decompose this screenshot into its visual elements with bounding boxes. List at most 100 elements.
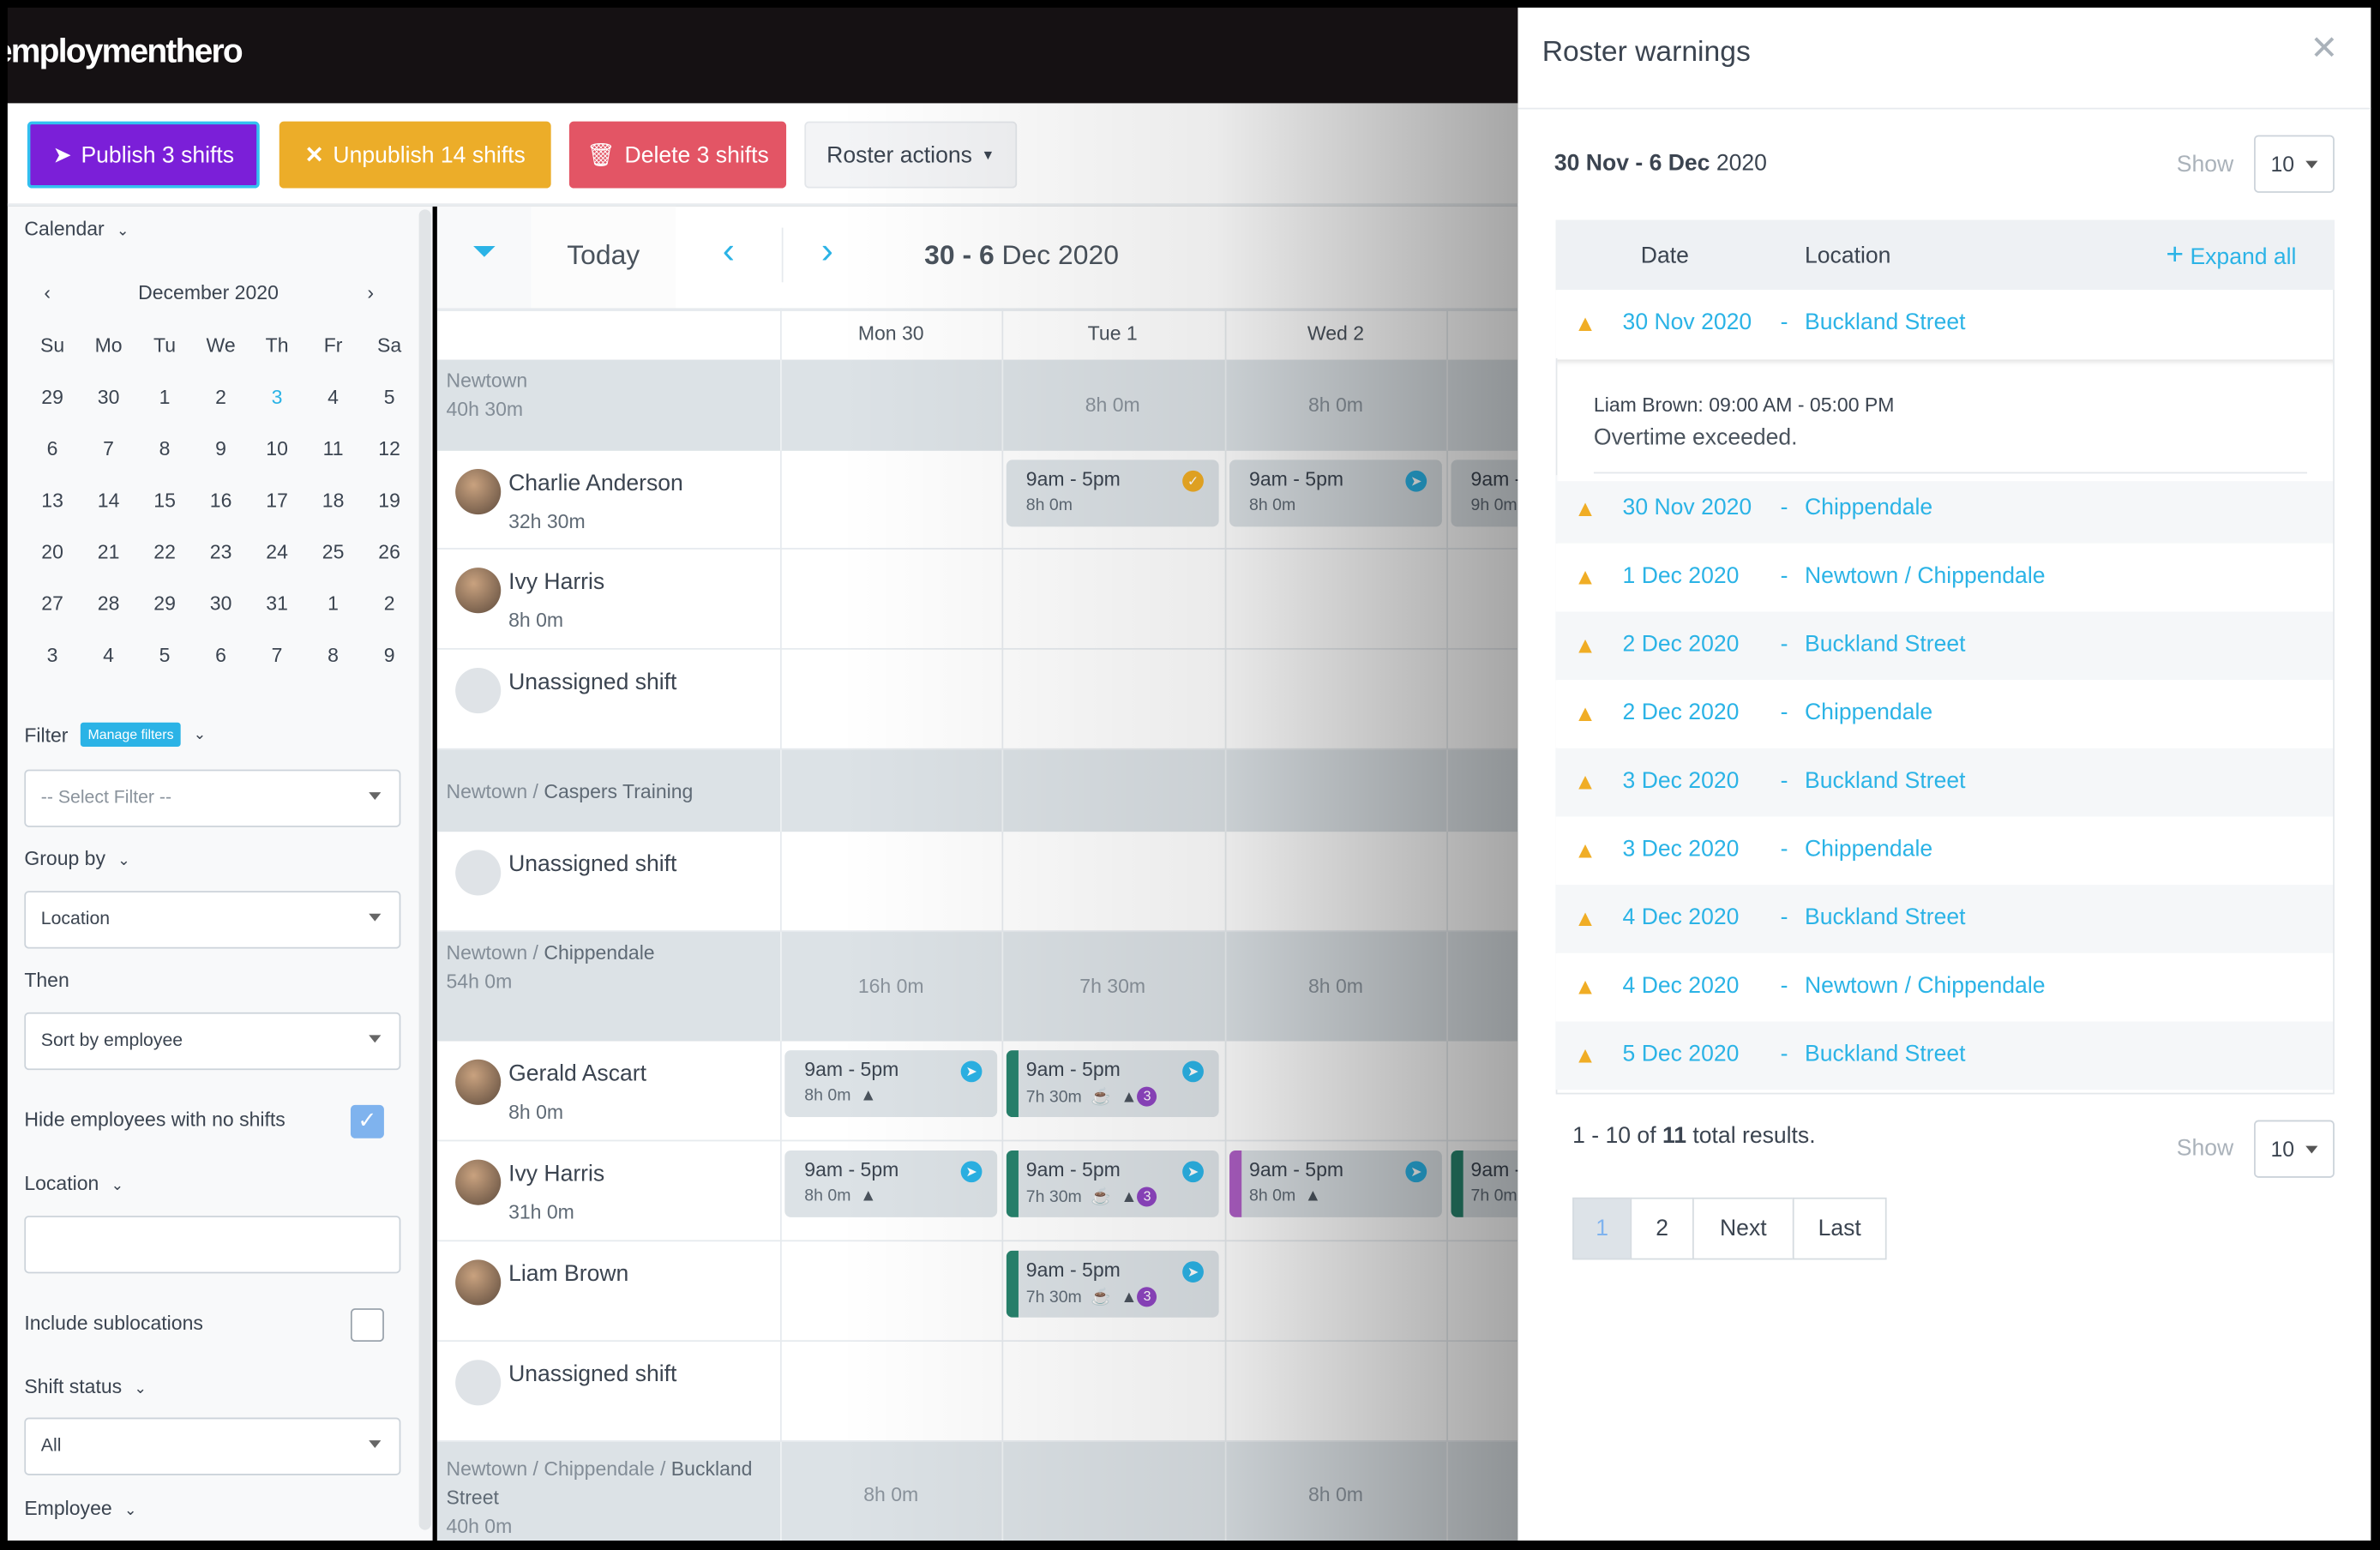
calendar-day[interactable]: 16 [209, 488, 232, 511]
warning-row[interactable]: ▲ 1 Dec 2020 - Newtown / Chippendale [1555, 543, 2334, 612]
shift-status-select[interactable]: All [24, 1417, 401, 1475]
calendar-day[interactable]: 6 [215, 642, 226, 666]
warning-date[interactable]: 30 Nov 2020 [1622, 309, 1752, 336]
calendar-day[interactable]: 13 [41, 488, 63, 511]
calendar-day[interactable]: 26 [378, 539, 400, 562]
calendar-day[interactable]: 11 [322, 436, 344, 460]
warning-row[interactable]: ▲ 3 Dec 2020 - Chippendale [1555, 816, 2334, 886]
shift-card[interactable]: 9am - 5pm 8h 0m ➤ [1229, 460, 1442, 527]
warning-location[interactable]: Chippendale [1805, 700, 1933, 726]
calendar-day[interactable]: 8 [159, 436, 171, 460]
employee-name[interactable]: Gerald Ascart [508, 1060, 646, 1087]
hide-employees-checkbox[interactable]: ✓ [350, 1104, 384, 1138]
calendar-day[interactable]: 18 [322, 488, 345, 511]
calendar-day[interactable]: 5 [383, 384, 395, 408]
next-page-button[interactable]: Next [1692, 1197, 1794, 1260]
roster-actions-dropdown[interactable]: Roster actions ▼ [804, 121, 1018, 189]
manage-filters-button[interactable]: Manage filters [80, 722, 182, 748]
calendar-day[interactable]: 2 [215, 384, 226, 408]
warning-date[interactable]: 5 Dec 2020 [1622, 1041, 1740, 1067]
calendar-day[interactable]: 31 [266, 591, 288, 615]
employee-name[interactable]: Charlie Anderson [508, 470, 683, 496]
today-button[interactable]: Today [531, 206, 676, 309]
calendar-day[interactable]: 23 [209, 539, 232, 562]
shift-card[interactable]: 9am - 5pm 8h 0m ▲ ➤ [784, 1050, 998, 1118]
sort-select[interactable]: Sort by employee [24, 1012, 401, 1071]
calendar-toggle[interactable]: Calendar ⌄ [24, 217, 129, 240]
calendar-day[interactable]: 3 [271, 384, 283, 408]
warning-location[interactable]: Chippendale [1805, 495, 1933, 521]
group-by-select[interactable]: Location [24, 891, 401, 949]
location-toggle[interactable]: Location ⌄ [24, 1171, 124, 1195]
calendar-day[interactable]: 28 [97, 591, 120, 615]
warning-row[interactable]: ▲ 5 Dec 2020 - Buckland Street [1555, 1021, 2334, 1090]
calendar-day[interactable]: 20 [41, 539, 63, 562]
employee-name[interactable]: Ivy Harris [508, 568, 605, 595]
calendar-day[interactable]: 25 [322, 539, 345, 562]
prev-month-button[interactable]: ‹ [44, 280, 51, 304]
calendar-day[interactable]: 14 [97, 488, 120, 511]
unpublish-button[interactable]: ✕ Unpublish 14 shifts [279, 121, 551, 189]
calendar-day[interactable]: 12 [378, 436, 400, 460]
calendar-day[interactable]: 30 [97, 384, 120, 408]
shift-card[interactable]: 9am - 5pm 8h 0m ▲ ➤ [784, 1150, 998, 1217]
employee-name[interactable]: Ivy Harris [508, 1161, 605, 1187]
calendar-day[interactable]: 17 [266, 488, 288, 511]
warning-location[interactable]: Chippendale [1805, 836, 1933, 862]
warning-row[interactable]: ▲ 4 Dec 2020 - Buckland Street [1555, 885, 2334, 953]
employee-name[interactable]: Unassigned shift [508, 1361, 677, 1388]
location-input[interactable] [24, 1216, 401, 1274]
shift-card[interactable]: 9am - 5pm 7h 30m ☕ ▲ 3 ➤ [1006, 1150, 1219, 1217]
calendar-day[interactable]: 9 [215, 436, 226, 460]
employee-toggle[interactable]: Employee ⌄ [24, 1496, 137, 1520]
shift-card[interactable]: 9am - 5pm 9h 0m [1451, 460, 1518, 527]
warning-row[interactable]: ▲ 3 Dec 2020 - Buckland Street [1555, 748, 2334, 817]
warning-location[interactable]: Buckland Street [1805, 631, 1966, 658]
warning-row[interactable]: ▲ 2 Dec 2020 - Chippendale [1555, 680, 2334, 748]
page-2-button[interactable]: 2 [1630, 1197, 1694, 1260]
calendar-day[interactable]: 5 [159, 642, 171, 666]
shift-card[interactable]: 9am - 5pm 7h 30m ☕ ▲ 3 ➤ [1006, 1050, 1219, 1118]
warning-date[interactable]: 4 Dec 2020 [1622, 904, 1740, 931]
warning-date[interactable]: 4 Dec 2020 [1622, 972, 1740, 999]
calendar-day[interactable]: 4 [103, 642, 114, 666]
page-1-button[interactable]: 1 [1572, 1197, 1632, 1260]
warning-date[interactable]: 2 Dec 2020 [1622, 700, 1740, 726]
warning-location[interactable]: Buckland Street [1805, 767, 1966, 794]
calendar-day[interactable]: 24 [266, 539, 288, 562]
filter-select[interactable]: -- Select Filter -- [24, 769, 401, 827]
calendar-day[interactable]: 10 [266, 436, 288, 460]
calendar-day[interactable]: 30 [209, 591, 232, 615]
calendar-day[interactable]: 27 [41, 591, 63, 615]
calendar-day[interactable]: 8 [328, 642, 339, 666]
calendar-day[interactable]: 22 [153, 539, 176, 562]
publish-button[interactable]: ➤ Publish 3 shifts [27, 121, 260, 189]
employee-name[interactable]: Liam Brown [508, 1261, 629, 1288]
warning-location[interactable]: Newtown / Chippendale [1805, 972, 2046, 999]
warning-date[interactable]: 3 Dec 2020 [1622, 836, 1740, 862]
warning-row[interactable]: ▲ 30 Nov 2020 - Chippendale [1555, 475, 2334, 544]
warning-date[interactable]: 1 Dec 2020 [1622, 562, 1740, 589]
calendar-day[interactable]: 4 [328, 384, 339, 408]
employee-name[interactable]: Unassigned shift [508, 851, 677, 878]
calendar-day[interactable]: 9 [383, 642, 395, 666]
calendar-day[interactable]: 21 [97, 539, 120, 562]
calendar-day[interactable]: 29 [153, 591, 176, 615]
warning-row[interactable]: ▲ 2 Dec 2020 - Buckland Street [1555, 611, 2334, 681]
warning-row[interactable]: ▲ 30 Nov 2020 - Buckland Street [1555, 290, 2334, 358]
calendar-day[interactable]: 6 [46, 436, 58, 460]
calendar-day[interactable]: 7 [103, 436, 114, 460]
delete-button[interactable]: 🗑 Delete 3 shifts [568, 121, 787, 189]
next-week-button[interactable]: › [820, 231, 833, 272]
warning-date[interactable]: 2 Dec 2020 [1622, 631, 1740, 658]
warning-date[interactable]: 3 Dec 2020 [1622, 767, 1740, 794]
calendar-day[interactable]: 15 [153, 488, 176, 511]
next-month-button[interactable]: › [367, 280, 375, 304]
calendar-day[interactable]: 29 [41, 384, 63, 408]
calendar-day[interactable]: 2 [383, 591, 395, 615]
warning-location[interactable]: Buckland Street [1805, 1041, 1966, 1067]
last-page-button[interactable]: Last [1792, 1197, 1887, 1260]
warning-row[interactable]: ▲ 4 Dec 2020 - Newtown / Chippendale [1555, 952, 2334, 1022]
employee-name[interactable]: Unassigned shift [508, 669, 677, 695]
filter-funnel-icon[interactable]: ⏷ [436, 206, 532, 309]
